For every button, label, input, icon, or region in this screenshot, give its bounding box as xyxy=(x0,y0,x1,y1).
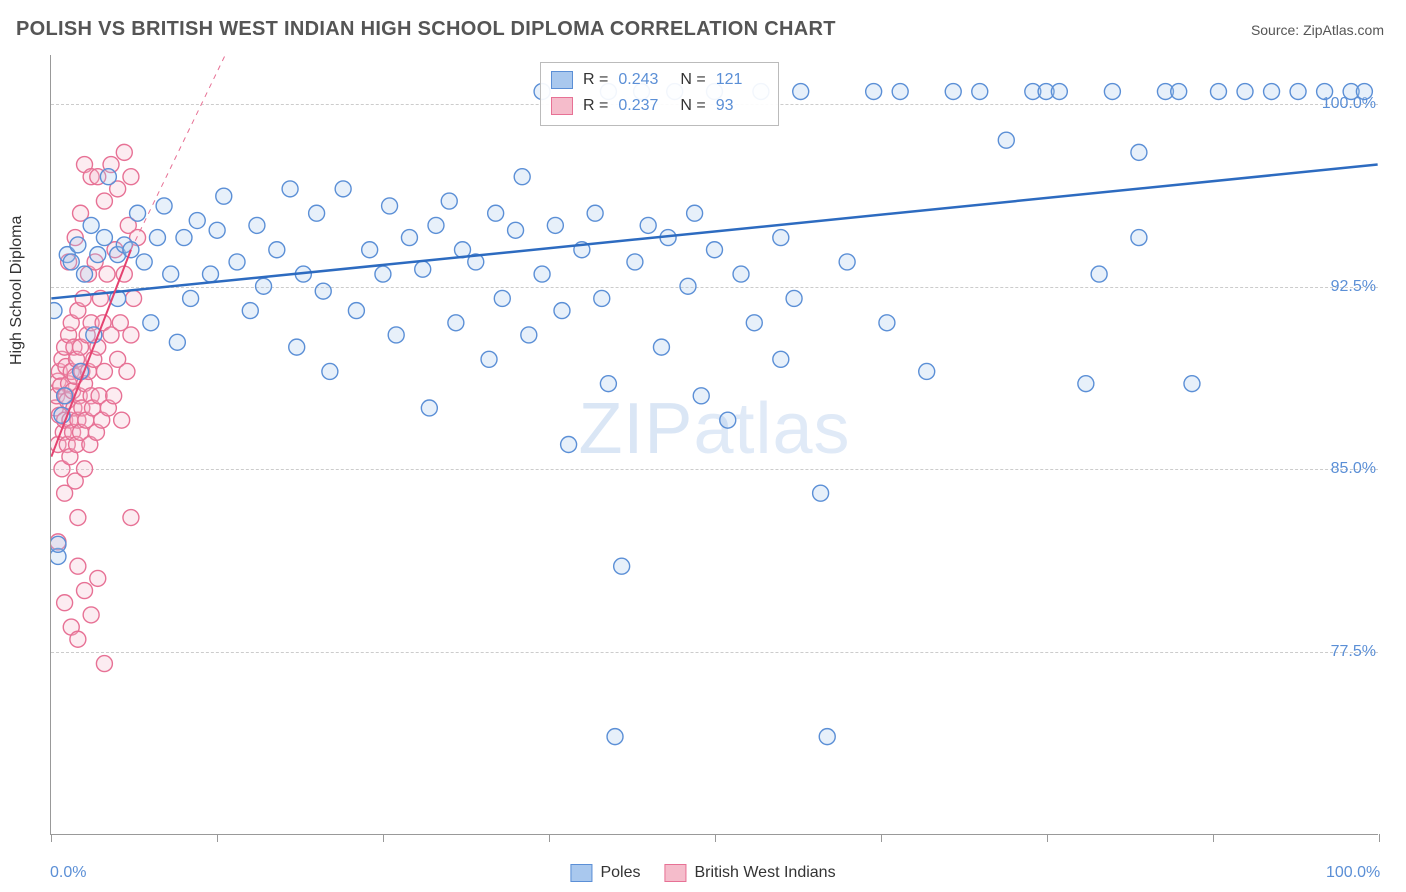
stats-legend-row-poles: R = 0.243 N = 121 xyxy=(551,67,768,93)
x-tick xyxy=(51,834,52,842)
x-tick-label: 100.0% xyxy=(1326,864,1380,882)
trend-line xyxy=(51,165,1377,299)
legend-item-bwi: British West Indians xyxy=(664,864,835,882)
legend-label-poles: Poles xyxy=(600,864,640,882)
bottom-legend: Poles British West Indians xyxy=(570,864,835,882)
x-tick xyxy=(715,834,716,842)
stats-legend-row-bwi: R = 0.237 N = 93 xyxy=(551,93,768,119)
x-tick xyxy=(549,834,550,842)
x-tick xyxy=(1379,834,1380,842)
legend-swatch-bwi xyxy=(551,97,573,115)
source-value: ZipAtlas.com xyxy=(1303,22,1384,38)
chart-title: POLISH VS BRITISH WEST INDIAN HIGH SCHOO… xyxy=(16,18,836,41)
x-tick xyxy=(383,834,384,842)
legend-swatch-poles xyxy=(551,71,573,89)
legend-swatch-bwi xyxy=(664,864,686,882)
stats-N-value-poles: 121 xyxy=(716,71,768,89)
stats-N-label: N = xyxy=(680,97,705,115)
stats-R-label: R = xyxy=(583,97,608,115)
stats-R-value-bwi: 0.237 xyxy=(618,97,670,115)
legend-item-poles: Poles xyxy=(570,864,640,882)
x-tick xyxy=(881,834,882,842)
source-attribution: Source: ZipAtlas.com xyxy=(1251,22,1384,38)
source-label: Source: xyxy=(1251,22,1303,38)
y-axis-label: High School Diploma xyxy=(8,216,26,365)
stats-R-label: R = xyxy=(583,71,608,89)
trend-line xyxy=(51,250,131,457)
legend-label-bwi: British West Indians xyxy=(694,864,835,882)
trend-lines-layer xyxy=(51,55,1378,834)
stats-legend: R = 0.243 N = 121 R = 0.237 N = 93 xyxy=(540,62,779,126)
stats-N-label: N = xyxy=(680,71,705,89)
trend-extrapolate xyxy=(131,55,237,250)
stats-N-value-bwi: 93 xyxy=(716,97,768,115)
x-tick xyxy=(1047,834,1048,842)
legend-swatch-poles xyxy=(570,864,592,882)
plot-area: ZIPatlas xyxy=(50,55,1378,835)
x-tick xyxy=(1213,834,1214,842)
x-tick-label: 0.0% xyxy=(50,864,86,882)
stats-R-value-poles: 0.243 xyxy=(618,71,670,89)
x-tick xyxy=(217,834,218,842)
